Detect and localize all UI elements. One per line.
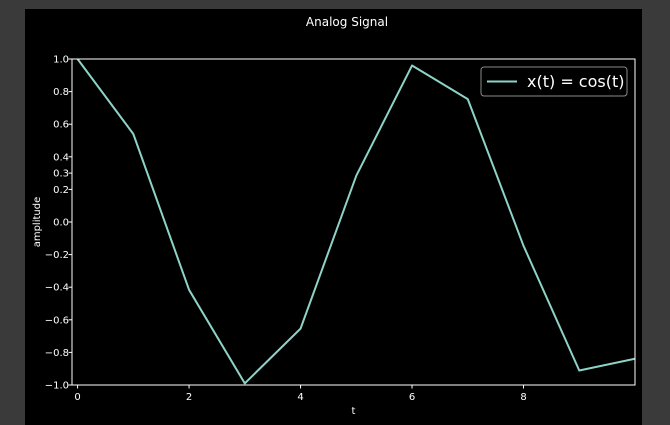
y-tick-label: −0.8 — [45, 348, 69, 359]
x-tick-label: 2 — [186, 392, 192, 403]
y-tick-label: 0.6 — [53, 120, 69, 131]
y-tick-label: 0.4 — [53, 152, 69, 163]
y-tick-label: 0.3 — [53, 169, 69, 180]
y-tick-label: 0.2 — [53, 185, 69, 196]
y-tick-label: −0.4 — [45, 283, 69, 294]
legend-box — [480, 66, 628, 97]
y-axis-label: amplitude — [32, 197, 43, 248]
y-tick-label: −0.6 — [45, 315, 69, 326]
axes-frame — [71, 58, 636, 386]
legend: x(t) = cos(t) — [480, 66, 628, 97]
x-tick-label: 4 — [297, 392, 303, 403]
y-tick-label: 0.0 — [53, 218, 69, 229]
x-tick-label: 0 — [74, 392, 80, 403]
x-tick-label: 8 — [520, 392, 526, 403]
y-axis: 1.0 0.8 0.6 0.4 0.3 0.2 0.0 −0.2 −0.4 −0.6 −0.8 −1.… — [45, 55, 72, 392]
y-tick-label: −1.0 — [45, 381, 69, 392]
x-axis: 0 2 4 6 8 — [74, 385, 527, 403]
chart-title: Analog Signal — [306, 15, 388, 29]
series-line — [76, 58, 635, 385]
y-tick-label: 0.8 — [53, 87, 69, 98]
legend-entry: x(t) = cos(t) — [527, 72, 624, 91]
x-tick-label: 6 — [409, 392, 415, 403]
y-tick-label: −0.2 — [45, 250, 69, 261]
x-axis-label: t — [352, 406, 356, 417]
y-tick-label: 1.0 — [53, 55, 69, 66]
